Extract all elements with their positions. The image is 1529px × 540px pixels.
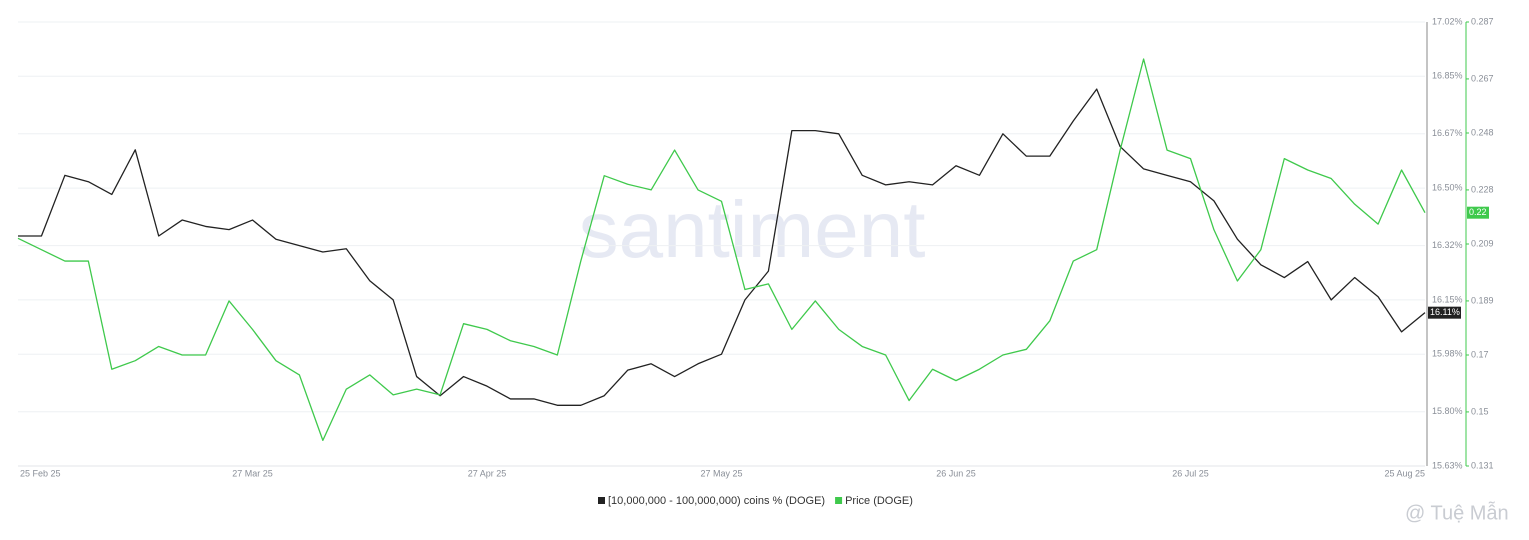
y-tick-label: 16.85%: [1432, 71, 1463, 81]
credit: @ Tuệ Mẫn: [1405, 501, 1509, 524]
value-label: 16.11%: [1430, 307, 1460, 317]
x-tick-label: 27 Mar 25: [232, 468, 273, 478]
y-tick-label: 15.80%: [1432, 406, 1463, 416]
y2-tick-label: 0.189: [1471, 295, 1494, 305]
x-tick-label: 25 Feb 25: [20, 468, 61, 478]
value-badge: [1467, 206, 1489, 219]
y2-tick-label: 0.267: [1471, 73, 1494, 83]
y2-tick-label: 0.209: [1471, 238, 1494, 248]
y-tick-label: 15.63%: [1432, 460, 1463, 470]
x-tick-label: 27 May 25: [700, 468, 742, 478]
legend-swatch: [598, 497, 605, 504]
y-tick-label: 16.67%: [1432, 128, 1463, 138]
x-tick-label: 26 Jun 25: [936, 468, 976, 478]
y-tick-label: 15.98%: [1432, 349, 1463, 359]
y-tick-label: 17.02%: [1432, 16, 1463, 26]
y-tick-label: 16.15%: [1432, 294, 1463, 304]
legend-label: Price (DOGE): [845, 495, 913, 507]
series-line: [18, 88, 1426, 406]
legend-swatch: [835, 497, 843, 504]
value-label: 0.22: [1469, 207, 1487, 217]
y2-tick-label: 0.17: [1471, 349, 1489, 359]
x-tick-label: 27 Apr 25: [468, 468, 507, 478]
y2-tick-label: 0.228: [1471, 184, 1494, 194]
series-line: [17, 58, 1426, 442]
y2-tick-label: 0.248: [1471, 127, 1494, 137]
legend-label: [10,000,000 - 100,000,000) coins % (DOGE…: [608, 495, 825, 507]
value-badge: [1428, 306, 1461, 319]
x-tick-label: 26 Jul 25: [1172, 468, 1209, 478]
y2-tick-label: 0.287: [1471, 16, 1494, 26]
y-tick-label: 16.32%: [1432, 240, 1463, 250]
x-tick-label: 25 Aug 25: [1384, 468, 1425, 478]
y-tick-label: 16.50%: [1432, 182, 1463, 192]
y2-tick-label: 0.131: [1471, 460, 1494, 470]
watermark: santiment: [579, 185, 926, 274]
y2-tick-label: 0.15: [1471, 406, 1489, 416]
